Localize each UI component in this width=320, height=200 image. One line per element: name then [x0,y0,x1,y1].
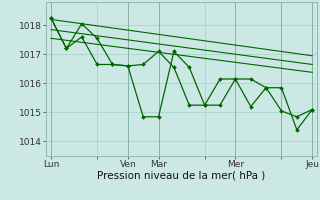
X-axis label: Pression niveau de la mer( hPa ): Pression niveau de la mer( hPa ) [98,171,266,181]
